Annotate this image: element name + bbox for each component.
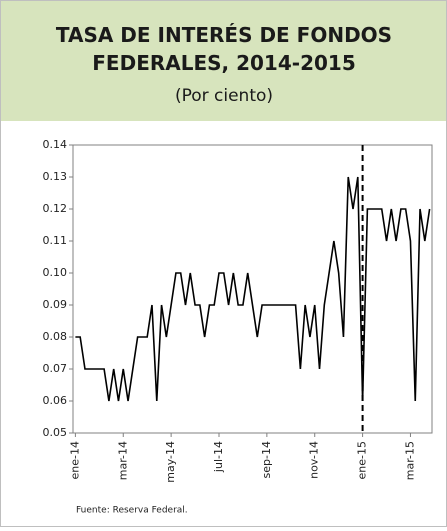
y-tick-label: 0.09	[43, 298, 68, 311]
x-tick-label: may-14	[164, 441, 177, 483]
y-tick-label: 0.10	[43, 266, 68, 279]
x-tick-label: nov-14	[308, 441, 321, 479]
chart-subtitle: (Por ciento)	[175, 86, 273, 106]
y-tick-label: 0.12	[43, 202, 68, 215]
chart-title: TASA DE INTERÉS DE FONDOS FEDERALES, 2014…	[56, 23, 392, 75]
source-note: Fuente: Reserva Federal.	[76, 506, 188, 516]
y-tick-label: 0.14	[43, 138, 68, 151]
x-tick-label: ene-14	[68, 441, 81, 479]
x-tick-label: mar-15	[403, 441, 416, 480]
y-tick-label: 0.11	[43, 234, 68, 247]
x-tick-label: ene-15	[356, 441, 369, 479]
y-tick-label: 0.13	[43, 170, 68, 183]
data-line	[75, 176, 431, 402]
plot-frame	[72, 144, 433, 434]
header-band	[1, 1, 446, 121]
y-tick-label: 0.07	[43, 362, 68, 375]
x-tick-label: jul-14	[212, 441, 225, 473]
y-tick-label: 0.06	[43, 394, 68, 407]
y-tick-label: 0.05	[43, 426, 68, 439]
y-tick-label: 0.08	[43, 330, 68, 343]
x-tick-label: mar-14	[116, 441, 129, 480]
x-tick-label: sep-14	[260, 441, 273, 478]
